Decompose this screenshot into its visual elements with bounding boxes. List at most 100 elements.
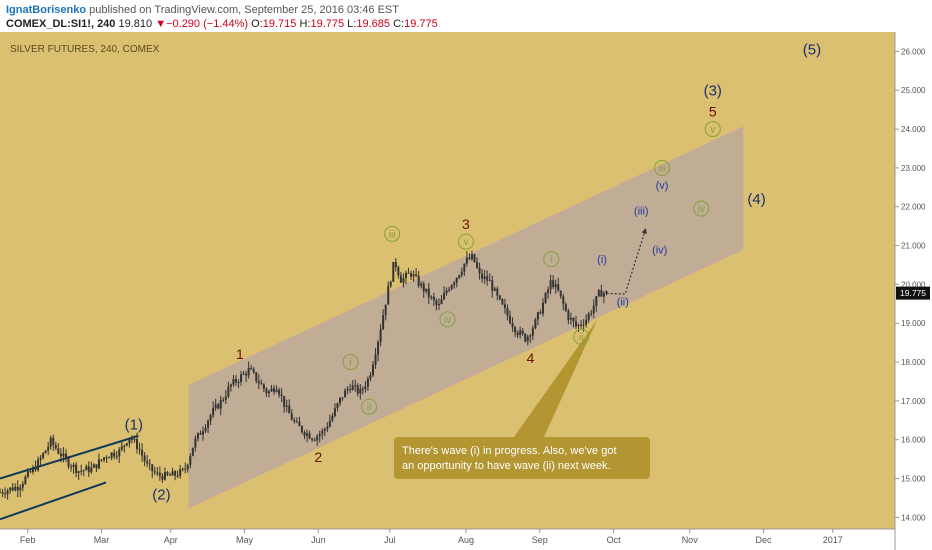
candle-body-27 bbox=[67, 458, 70, 467]
candle-body-190 bbox=[481, 273, 484, 279]
candle-body-234 bbox=[592, 305, 595, 314]
candle-body-140 bbox=[354, 385, 357, 387]
candle-body-196 bbox=[496, 288, 499, 296]
candle-body-189 bbox=[478, 267, 481, 274]
candle-body-173 bbox=[437, 304, 440, 306]
wave-circle-18 bbox=[654, 159, 671, 176]
candle-body-198 bbox=[501, 299, 504, 305]
candle-body-121 bbox=[306, 433, 309, 436]
candle-body-34 bbox=[85, 466, 88, 471]
candle-body-62 bbox=[156, 472, 159, 474]
last-value: 19.810 bbox=[118, 18, 153, 30]
candle-body-218 bbox=[552, 280, 555, 288]
candle-body-108 bbox=[273, 388, 276, 392]
low-label: L: bbox=[347, 18, 357, 30]
candle-body-117 bbox=[295, 421, 298, 423]
wave-label-22: (3) bbox=[704, 82, 722, 99]
candle-body-95 bbox=[240, 374, 243, 382]
candle-body-163 bbox=[412, 274, 415, 277]
candle-body-199 bbox=[503, 304, 506, 309]
author-link[interactable]: IgnatBorisenko bbox=[6, 4, 87, 16]
candle-body-120 bbox=[303, 431, 306, 436]
candle-body-185 bbox=[468, 257, 471, 260]
candle-body-32 bbox=[80, 470, 83, 472]
candle-body-166 bbox=[420, 283, 423, 286]
callout-line-1: an opportunity to have wave (ii) next we… bbox=[402, 460, 611, 472]
close-label: C: bbox=[393, 18, 405, 30]
candle-body-174 bbox=[440, 299, 443, 305]
candle-body-149 bbox=[377, 341, 380, 355]
candle-body-109 bbox=[275, 389, 278, 392]
candle-body-80 bbox=[201, 431, 204, 435]
wave-label-layer: (1)(2)12iiiiii3viv4iii(i)(ii)(iii)(iv)(v… bbox=[125, 42, 822, 504]
y-tick-label-2: 24.000 bbox=[901, 125, 926, 134]
candle-body-167 bbox=[422, 283, 425, 292]
last-price-text: 19.775 bbox=[900, 288, 926, 298]
candle-body-44 bbox=[110, 452, 113, 458]
candle-body-114 bbox=[288, 405, 291, 414]
candle-body-209 bbox=[529, 335, 532, 337]
wave-label-9: iv bbox=[444, 315, 451, 326]
candle-body-228 bbox=[577, 324, 580, 327]
candle-body-224 bbox=[567, 310, 570, 320]
candle-body-71 bbox=[179, 469, 182, 476]
candle-body-15 bbox=[37, 459, 40, 471]
candle-body-232 bbox=[587, 313, 590, 320]
candle-body-9 bbox=[21, 483, 24, 488]
candle-body-107 bbox=[270, 388, 273, 392]
candle-body-89 bbox=[224, 396, 227, 400]
candle-body-159 bbox=[402, 278, 405, 283]
candle-body-187 bbox=[473, 254, 476, 262]
candle-body-36 bbox=[90, 467, 93, 473]
candle-body-7 bbox=[16, 486, 19, 491]
candle-body-136 bbox=[344, 390, 347, 398]
wave-circle-20 bbox=[704, 121, 721, 138]
candle-body-154 bbox=[389, 281, 392, 286]
candle-body-197 bbox=[498, 295, 501, 300]
wave-label-14: (ii) bbox=[617, 297, 629, 309]
candle-body-56 bbox=[141, 449, 144, 456]
wave-label-5: ii bbox=[367, 402, 371, 413]
candle-body-201 bbox=[509, 315, 512, 324]
candle-body-207 bbox=[524, 333, 527, 342]
candle-body-102 bbox=[257, 381, 260, 384]
wave-label-6: iii bbox=[389, 229, 396, 240]
candle-body-26 bbox=[64, 453, 67, 459]
candle-body-22 bbox=[54, 444, 57, 449]
candle-body-92 bbox=[232, 379, 235, 385]
candle-body-86 bbox=[217, 404, 220, 409]
trendline-0 bbox=[0, 434, 139, 480]
candle-body-101 bbox=[255, 372, 258, 382]
projection-layer bbox=[606, 227, 647, 295]
candle-body-73 bbox=[184, 468, 187, 470]
candle-body-223 bbox=[564, 304, 567, 311]
channel-layer bbox=[188, 126, 744, 509]
time-axis[interactable] bbox=[0, 529, 895, 550]
candle-body-203 bbox=[514, 327, 517, 333]
wave-label-4: i bbox=[350, 358, 352, 369]
candle-body-83 bbox=[209, 415, 212, 421]
wave-label-1: (2) bbox=[152, 486, 170, 503]
candle-body-52 bbox=[130, 437, 133, 440]
candle-body-220 bbox=[557, 284, 560, 291]
price-chart[interactable]: There's wave (i) in progress. Also, we'v… bbox=[0, 32, 932, 550]
candle-body-84 bbox=[212, 408, 215, 416]
candle-body-40 bbox=[100, 459, 103, 461]
candle-body-135 bbox=[341, 397, 344, 399]
candle-body-90 bbox=[227, 386, 230, 397]
candle-body-227 bbox=[574, 321, 577, 327]
wave-label-18: iii bbox=[659, 163, 666, 174]
candle-body-225 bbox=[569, 318, 572, 320]
change-down-icon: ▼ bbox=[155, 18, 167, 30]
candle-body-41 bbox=[103, 457, 106, 460]
x-tick-label-10: Dec bbox=[756, 535, 773, 545]
candle-body-48 bbox=[120, 446, 123, 450]
x-tick-label-5: Jul bbox=[384, 535, 396, 545]
x-tick-label-9: Nov bbox=[682, 535, 699, 545]
candle-body-192 bbox=[486, 276, 489, 281]
y-tick-label-9: 17.000 bbox=[901, 397, 926, 406]
candle-body-126 bbox=[318, 434, 321, 437]
wave-label-13: (i) bbox=[597, 254, 607, 266]
x-tick-label-0: Feb bbox=[20, 535, 36, 545]
candle-body-128 bbox=[323, 429, 326, 431]
